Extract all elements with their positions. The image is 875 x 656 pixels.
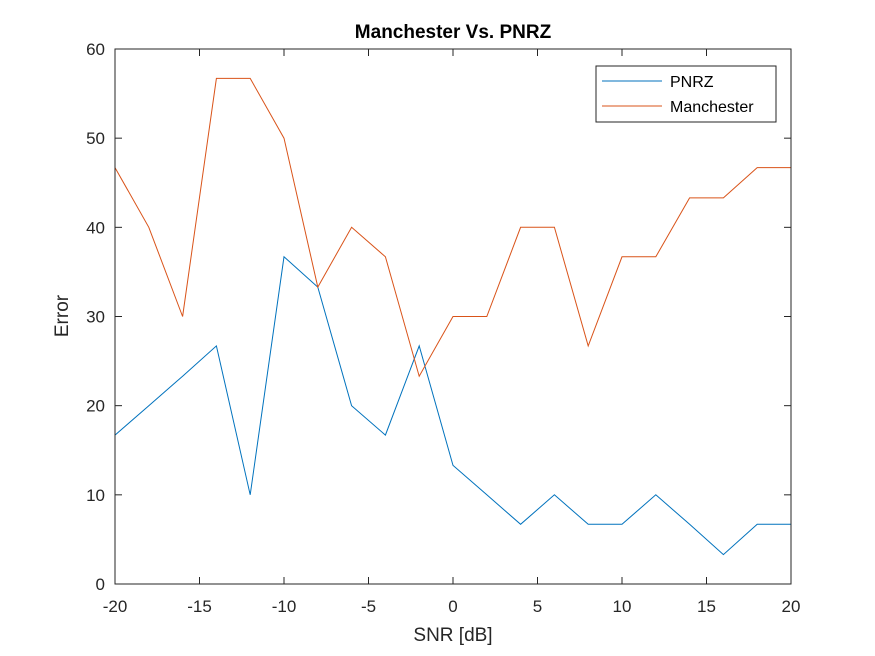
y-tick-label: 0 [96, 575, 105, 594]
y-axis-label: Error [52, 294, 73, 337]
x-tick-label: -20 [103, 597, 128, 616]
y-tick-label: 30 [86, 308, 105, 327]
x-axis: -20 -15 -10 -5 0 5 10 15 20 [103, 49, 801, 616]
chart-title: Manchester Vs. PNRZ [355, 22, 552, 43]
legend-label-manchester: Manchester [670, 99, 754, 116]
legend-box [595, 65, 777, 123]
x-tick-label: -10 [272, 597, 297, 616]
x-tick-label: 5 [533, 597, 542, 616]
legend-label-pnrz: PNRZ [670, 74, 714, 91]
x-tick-label: 0 [448, 597, 457, 616]
y-tick-label: 20 [86, 397, 105, 416]
x-axis-label: SNR [dB] [413, 625, 492, 646]
series-line-pnrz [114, 255, 791, 556]
x-tick-label: -5 [361, 597, 376, 616]
y-tick-label: 50 [86, 129, 105, 148]
x-tick-label: 20 [782, 597, 801, 616]
legend: PNRZ Manchester [595, 65, 777, 123]
series-layer [114, 77, 791, 556]
x-tick-label: 10 [613, 597, 632, 616]
x-tick-label: 15 [697, 597, 716, 616]
x-tick-label: -15 [187, 597, 212, 616]
y-axis: 0 10 20 30 40 50 60 [86, 40, 791, 594]
y-tick-label: 10 [86, 486, 105, 505]
series-line-manchester [114, 77, 791, 378]
y-tick-label: 60 [86, 40, 105, 59]
y-tick-label: 40 [86, 218, 105, 237]
